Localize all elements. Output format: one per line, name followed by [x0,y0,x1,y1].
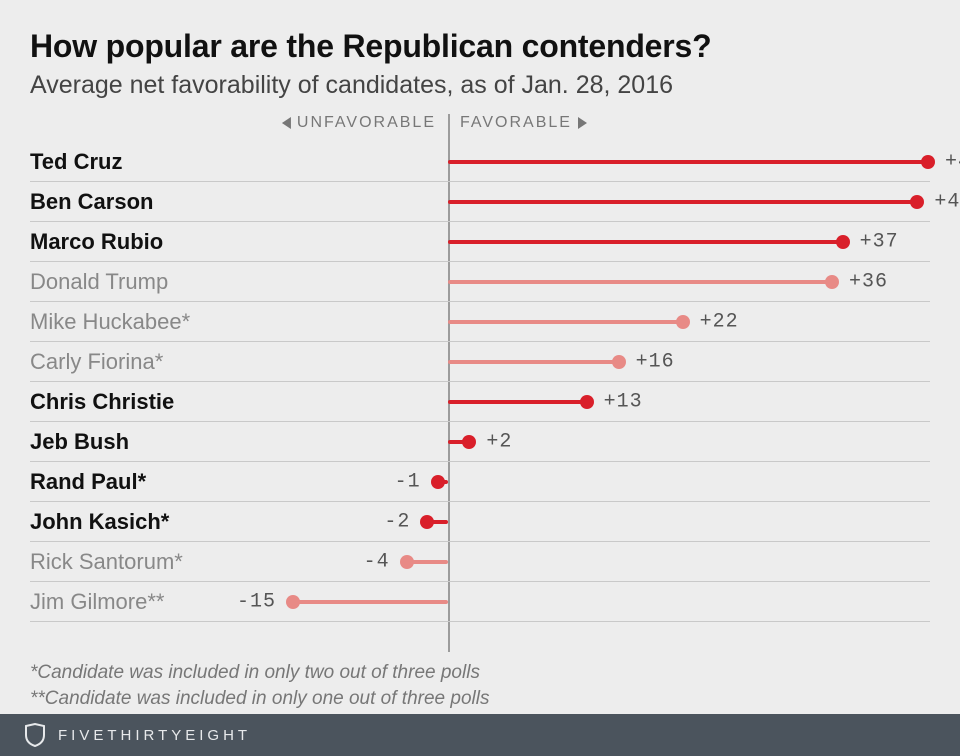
candidate-name: John Kasich* [30,502,169,541]
chart-row: Ted Cruz+45 [30,142,930,182]
axis-favorable-label: FAVORABLE [460,114,587,132]
chart-title: How popular are the Republican contender… [30,28,930,65]
value-label: +16 [636,350,675,373]
lollipop-dot [431,475,445,489]
chart-card: How popular are the Republican contender… [0,0,960,756]
lollipop-bar [448,200,917,204]
lollipop-bar [448,240,843,244]
lollipop-dot [836,235,850,249]
axis-direction-labels: UNFAVORABLE FAVORABLE [30,114,930,138]
lollipop-dot [420,515,434,529]
value-label: +44 [934,190,960,213]
chart-row: Jim Gilmore** -15 [30,582,930,622]
axis-unfavorable-label: UNFAVORABLE [282,114,436,132]
value-label: +36 [849,270,888,293]
footnote-2: **Candidate was included in only one out… [30,686,930,712]
lollipop-dot [612,355,626,369]
lollipop-chart: Ted Cruz+45Ben Carson+44Marco Rubio +37 Do… [30,142,930,652]
footnotes: *Candidate was included in only two out … [30,660,930,711]
value-label: +2 [486,430,512,453]
chart-row: Rand Paul* -1 [30,462,930,502]
value-label: +37 [860,230,899,253]
lollipop-dot [580,395,594,409]
candidate-name: Rick Santorum* [30,542,183,581]
candidate-name: Jim Gilmore** [30,582,164,621]
value-label: -15 [237,590,276,613]
lollipop-dot [400,555,414,569]
lollipop-dot [676,315,690,329]
chart-row: Chris Christie +13 [30,382,930,422]
axis-right-text: FAVORABLE [460,114,572,132]
value-label: -4 [364,550,390,573]
chart-row: Marco Rubio +37 [30,222,930,262]
chevron-left-icon [282,117,291,129]
fox-icon [24,723,46,747]
chart-row: Donald Trump +36 [30,262,930,302]
candidate-name: Ted Cruz [30,142,122,181]
chart-subtitle: Average net favorability of candidates, … [30,71,930,100]
axis-left-text: UNFAVORABLE [297,114,436,132]
chart-row: Rick Santorum* -4 [30,542,930,582]
lollipop-dot [286,595,300,609]
lollipop-bar [293,600,448,604]
brand-footer: FIVETHIRTYEIGHT [0,714,960,756]
lollipop-dot [910,195,924,209]
candidate-name: Marco Rubio [30,222,163,261]
chart-row: Jeb Bush +2 [30,422,930,462]
value-label: +45 [945,150,960,173]
candidate-name: Donald Trump [30,262,168,301]
chart-row: Carly Fiorina* +16 [30,342,930,382]
lollipop-bar [448,400,587,404]
lollipop-bar [448,160,928,164]
lollipop-bar [448,280,832,284]
lollipop-dot [462,435,476,449]
candidate-name: Jeb Bush [30,422,129,461]
lollipop-bar [448,320,683,324]
footnote-1: *Candidate was included in only two out … [30,660,930,686]
chart-row: John Kasich* -2 [30,502,930,542]
candidate-name: Ben Carson [30,182,153,221]
value-label: +13 [604,390,643,413]
value-label: +22 [700,310,739,333]
candidate-name: Mike Huckabee* [30,302,190,341]
lollipop-bar [448,360,619,364]
brand-name: FIVETHIRTYEIGHT [58,727,251,744]
chart-row: Ben Carson+44 [30,182,930,222]
lollipop-dot [825,275,839,289]
value-label: -2 [384,510,410,533]
chart-row: Mike Huckabee* +22 [30,302,930,342]
value-label: -1 [395,470,421,493]
candidate-name: Carly Fiorina* [30,342,163,381]
candidate-name: Rand Paul* [30,462,146,501]
lollipop-dot [921,155,935,169]
chevron-right-icon [578,117,587,129]
candidate-name: Chris Christie [30,382,174,421]
